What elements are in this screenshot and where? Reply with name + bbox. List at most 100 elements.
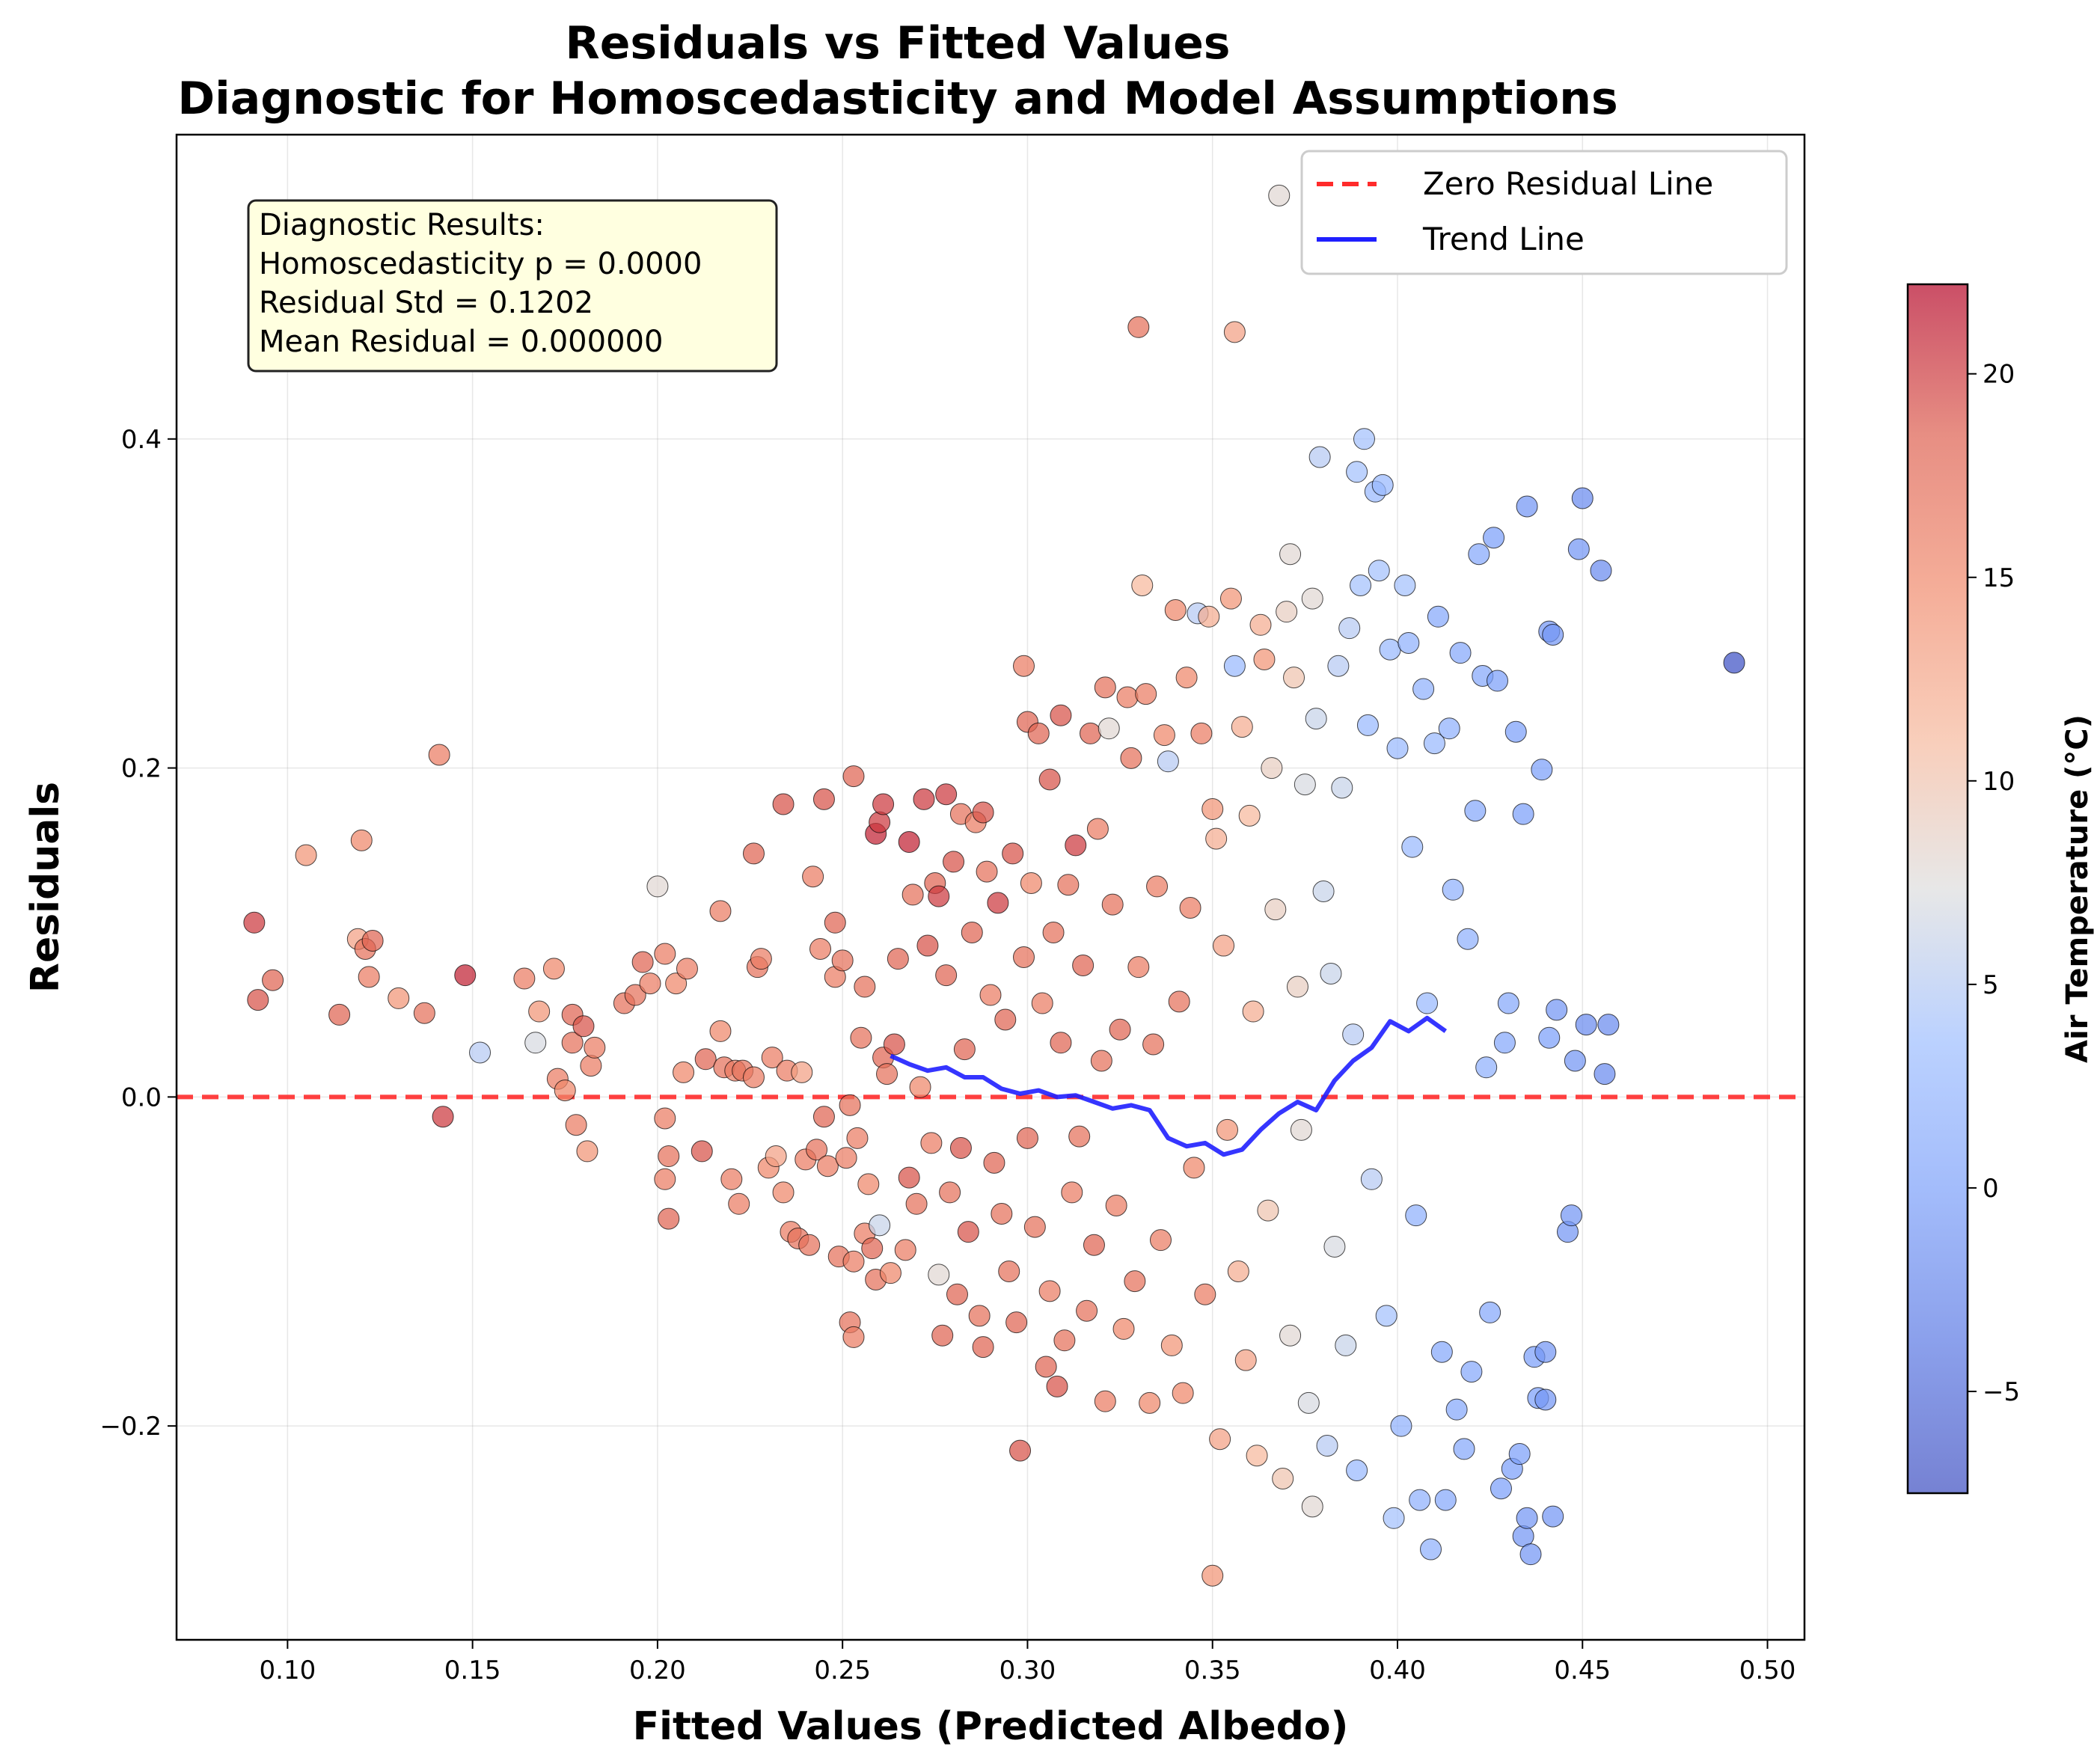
data-point [469,1041,492,1064]
diagnostic-line-4: Mean Residual = 0.000000 [259,325,663,359]
data-point [846,1127,869,1149]
data-point [631,951,654,973]
data-point [742,1066,765,1088]
data-point [1305,708,1327,730]
data-point [994,1008,1017,1031]
data-point [939,1181,961,1204]
data-point [1297,1391,1320,1414]
data-point [1101,893,1124,916]
data-point [1290,1118,1312,1141]
data-point [831,949,854,972]
colorbar-tick-label: −5 [1983,1377,2020,1407]
colorbar-tick-label: 20 [1983,360,2015,390]
data-point [1508,1443,1531,1466]
data-point [1223,655,1246,677]
chart-title: Residuals vs Fitted Values [566,17,1231,70]
data-point [1276,601,1298,623]
data-point [791,1061,813,1083]
data-point [1076,1299,1098,1322]
data-point [1242,1000,1264,1023]
data-point [946,1283,968,1305]
data-point [1223,321,1246,343]
data-point [413,1002,435,1024]
data-point [1157,750,1179,773]
data-point [1457,928,1479,950]
data-point [1560,1204,1582,1227]
x-tick-label: 0.50 [1739,1656,1796,1685]
data-point [1002,842,1024,865]
points-layer [243,184,1745,1587]
data-point [1065,834,1087,857]
data-point [898,831,920,854]
data-point [1201,1564,1224,1587]
data-point [1061,1181,1083,1204]
data-point [1430,1341,1453,1363]
data-point [1360,1168,1383,1190]
data-point [901,883,924,906]
data-point [1420,1538,1442,1561]
data-point [528,1000,551,1023]
data-point [524,1032,547,1054]
data-point [1542,1505,1564,1528]
data-point [1149,1229,1172,1252]
data-point [361,929,384,952]
data-point [742,842,765,865]
data-point [513,967,536,990]
data-point [1153,724,1175,747]
data-point [869,1214,891,1237]
data-point [1449,642,1472,664]
data-point [1301,587,1323,610]
data-point [806,1139,828,1161]
data-point [1294,774,1316,796]
data-point [1409,1489,1431,1511]
chart-subtitle: Diagnostic for Homoscedasticity and Mode… [177,73,1617,125]
data-point [1105,1194,1127,1216]
data-point [1346,461,1368,483]
data-point [1483,527,1505,549]
data-point [1350,575,1372,597]
y-axis-label: Residuals [23,782,68,993]
data-point [1227,1260,1249,1282]
data-point [1109,1018,1131,1041]
data-point [1427,605,1449,628]
data-point [1249,613,1272,636]
colorbar-ticks: −5 0 5 10 15 20 [1968,360,2020,1407]
data-point [765,1145,787,1168]
data-point [665,973,688,995]
data-point [1042,921,1065,943]
data-point [1546,999,1568,1021]
data-point [842,1250,865,1273]
y-axis-ticks: −0.2 0.0 0.2 0.4 [100,425,177,1442]
x-tick-label: 0.20 [629,1656,686,1685]
data-point [802,866,824,888]
data-point [1116,686,1139,708]
data-point [972,1336,994,1359]
data-point [1046,1375,1068,1397]
colorbar-tick-label: 15 [1983,563,2015,593]
data-point [913,788,935,810]
colorbar: −5 0 5 10 15 20 Air Temperature (°C) [1906,283,2094,1495]
data-point [876,1063,898,1085]
data-point [1050,1032,1072,1054]
data-point [1279,543,1302,566]
data-point [812,1106,835,1128]
plot-area [175,133,1806,1641]
data-point [388,987,410,1009]
data-point [262,969,284,991]
x-tick-label: 0.30 [999,1656,1056,1685]
diagnostic-line-1: Diagnostic Results: [259,208,545,242]
data-point [928,1264,950,1286]
data-point [842,1326,865,1348]
data-point [1597,1014,1620,1036]
legend: Zero Residual Line Trend Line [1300,150,1788,275]
data-point [835,1147,857,1169]
data-point [1127,316,1150,338]
data-point [1216,1118,1239,1141]
data-point [1038,768,1061,791]
data-point [243,911,266,934]
data-point [1416,992,1439,1014]
data-point [987,892,1009,914]
data-point [358,966,380,988]
data-point [1445,1398,1468,1421]
data-point [295,844,317,866]
